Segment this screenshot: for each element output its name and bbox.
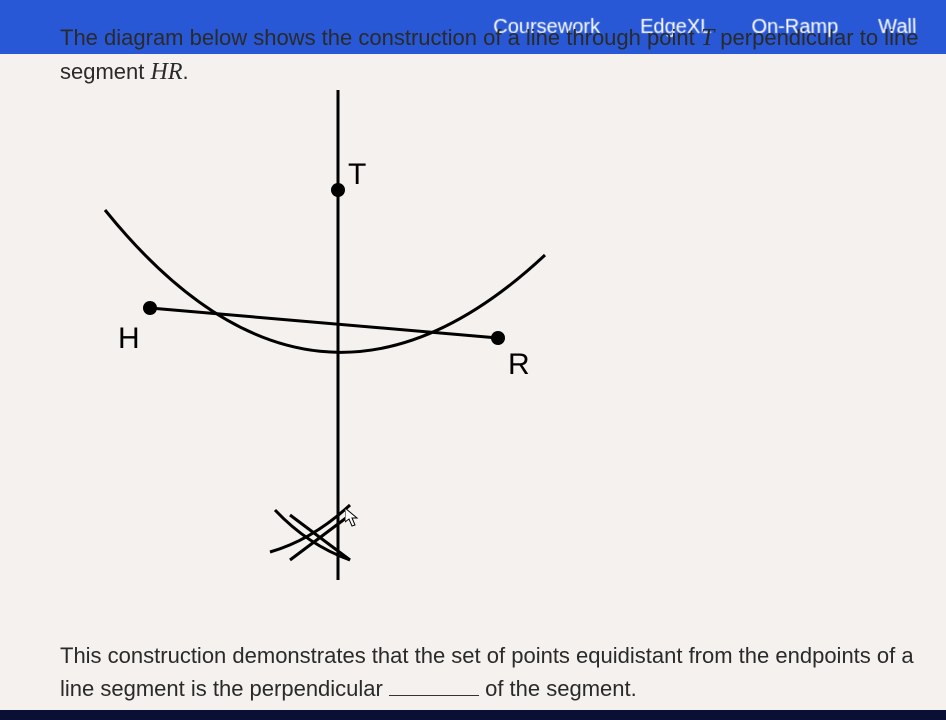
point-T-dot: [331, 183, 345, 197]
question-point-T: T: [701, 25, 714, 51]
point-R-dot: [491, 331, 505, 345]
bottom-text-b: of the segment.: [479, 676, 637, 701]
question-text: The diagram below shows the construction…: [60, 22, 936, 89]
answer-blank[interactable]: [389, 672, 479, 696]
question-line1b: perpendicular to line: [714, 25, 918, 50]
label-R: R: [508, 348, 530, 382]
label-H: H: [118, 322, 140, 356]
question-line2b: .: [183, 59, 189, 84]
diagram-svg: [90, 90, 590, 600]
diagram: T H R: [90, 90, 590, 600]
question-segment-HR: HR: [151, 59, 183, 85]
label-T: T: [348, 158, 366, 192]
bottom-text: This construction demonstrates that the …: [60, 639, 926, 705]
arc-from-T: [105, 210, 545, 352]
segment-HR: [150, 308, 498, 338]
point-H-dot: [143, 301, 157, 315]
cursor-icon: [345, 508, 361, 533]
question-line2a: segment: [60, 59, 151, 84]
taskbar: [0, 710, 946, 720]
question-line1a: The diagram below shows the construction…: [60, 25, 701, 50]
